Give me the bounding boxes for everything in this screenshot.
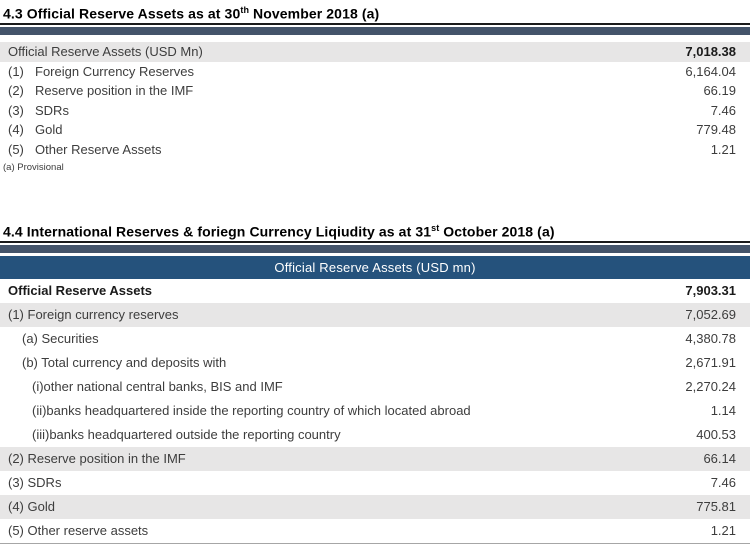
row-number: (5) <box>8 141 24 157</box>
row-number: (1) <box>8 63 24 79</box>
table-row: (5) Other reserve assets 1.21 <box>0 519 750 543</box>
title-accent-bar <box>0 244 750 253</box>
row-value: 7.46 <box>710 475 736 491</box>
row-value: 400.53 <box>696 427 736 443</box>
table1-header-value: 7,018.38 <box>685 44 736 60</box>
section-4-4-title: 4.4 International Reserves & foriegn Cur… <box>0 218 750 243</box>
table-row: (4) Gold 775.81 <box>0 494 750 519</box>
row-value: 775.81 <box>696 499 736 515</box>
table-row: (1) Foreign Currency Reserves 6,164.04 <box>0 62 750 82</box>
table1-header-row: Official Reserve Assets (USD Mn) 7,018.3… <box>0 41 750 62</box>
title-text: November 2018 (a) <box>249 5 380 22</box>
row-label: Gold <box>35 122 63 138</box>
row-value: 1.21 <box>710 523 736 539</box>
table-row: (1) Foreign currency reserves 7,052.69 <box>0 302 750 327</box>
row-label: (iii)banks headquartered outside the rep… <box>32 427 341 443</box>
table-row: (5) Other Reserve Assets 1.21 <box>0 140 750 160</box>
table2-rows: Official Reserve Assets 7,903.31 (1) Forei… <box>0 279 750 543</box>
row-value: 2,671.91 <box>685 355 736 371</box>
row-number: (4) <box>8 122 24 138</box>
row-label: (b) Total currency and deposits with <box>22 355 227 371</box>
row-value: 1.14 <box>710 403 736 419</box>
section-4-4: 4.4 International Reserves & foriegn Cur… <box>0 218 750 544</box>
table-row: (i)other national central banks, BIS and… <box>0 375 750 399</box>
row-label: (ii)banks headquartered inside the repor… <box>32 403 471 419</box>
row-label: Official Reserve Assets <box>8 283 153 299</box>
row-value: 7.46 <box>710 102 736 118</box>
row-number: (3) <box>8 102 24 118</box>
row-value: 66.19 <box>703 83 736 99</box>
table-row: (a) Securities 4,380.78 <box>0 327 750 351</box>
row-value: 6,164.04 <box>685 63 736 79</box>
table2-header-bar: Official Reserve Assets (USD mn) <box>0 255 750 279</box>
row-value: 7,903.31 <box>685 283 736 299</box>
row-label: (4) Gold <box>8 499 55 515</box>
row-value: 2,270.24 <box>685 379 736 395</box>
row-label: Other Reserve Assets <box>35 141 162 157</box>
table-row: (3) SDRs 7.46 <box>0 471 750 495</box>
row-value: 7,052.69 <box>685 307 736 323</box>
row-value: 1.21 <box>710 141 736 157</box>
table2-header-label: Official Reserve Assets (USD mn) <box>274 259 476 275</box>
footnote-provisional: (a) Provisional <box>3 162 64 174</box>
title-text: 4.4 International Reserves & foriegn Cur… <box>3 223 432 240</box>
title-superscript: th <box>240 5 250 15</box>
table-row: (iii)banks headquartered outside the rep… <box>0 423 750 447</box>
row-number: (2) <box>8 83 24 99</box>
table-row: Official Reserve Assets 7,903.31 <box>0 279 750 303</box>
row-label: (a) Securities <box>22 331 99 347</box>
section-4-3: 4.3 Official Reserve Assets as at 30th N… <box>0 0 750 173</box>
row-value: 4,380.78 <box>685 331 736 347</box>
row-label: Foreign Currency Reserves <box>35 63 194 79</box>
row-label: (3) SDRs <box>8 475 62 491</box>
title-superscript: st <box>431 223 440 234</box>
row-label: (5) Other reserve assets <box>8 523 149 539</box>
row-label: SDRs <box>35 102 69 118</box>
table-row: (ii)banks headquartered inside the repor… <box>0 399 750 423</box>
row-value: 66.14 <box>703 451 736 467</box>
table1-rows: (1) Foreign Currency Reserves 6,164.04 (2) R… <box>0 62 750 160</box>
section-4-3-title: 4.3 Official Reserve Assets as at 30th N… <box>0 0 750 25</box>
row-label: (i)other national central banks, BIS and… <box>32 379 283 395</box>
title-text: 4.3 Official Reserve Assets as at 30 <box>3 5 241 22</box>
title-accent-bar <box>0 26 750 35</box>
row-label: (2) Reserve position in the IMF <box>8 451 186 467</box>
table-row: (2) Reserve position in the IMF 66.19 <box>0 81 750 101</box>
title-text: October 2018 (a) <box>439 223 555 240</box>
table-row: (4) Gold 779.48 <box>0 120 750 140</box>
row-label: (1) Foreign currency reserves <box>8 307 179 323</box>
table1-header-label: Official Reserve Assets (USD Mn) <box>8 44 203 60</box>
table-row: (b) Total currency and deposits with 2,67… <box>0 351 750 375</box>
table-row: (2) Reserve position in the IMF 66.14 <box>0 446 750 471</box>
row-label: Reserve position in the IMF <box>35 83 194 99</box>
table-row: (3) SDRs 7.46 <box>0 101 750 121</box>
row-value: 779.48 <box>696 122 736 138</box>
